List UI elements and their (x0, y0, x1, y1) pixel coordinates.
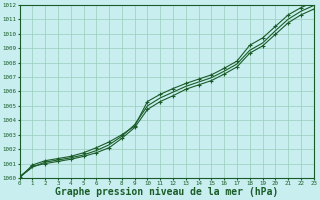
X-axis label: Graphe pression niveau de la mer (hPa): Graphe pression niveau de la mer (hPa) (55, 187, 278, 197)
